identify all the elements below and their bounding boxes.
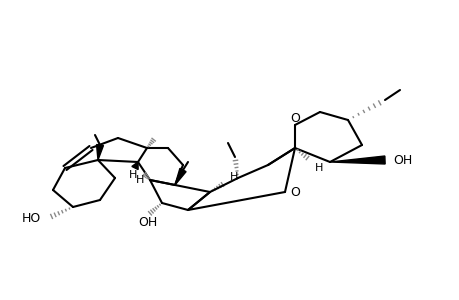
Text: HO: HO bbox=[22, 212, 41, 224]
Polygon shape bbox=[96, 145, 103, 160]
Polygon shape bbox=[329, 156, 384, 164]
Text: OH: OH bbox=[392, 154, 411, 166]
Text: H: H bbox=[314, 163, 323, 173]
Polygon shape bbox=[174, 168, 186, 185]
Text: H: H bbox=[129, 170, 137, 180]
Text: H: H bbox=[135, 175, 144, 185]
Text: O: O bbox=[290, 112, 299, 124]
Text: OH: OH bbox=[138, 217, 157, 230]
Text: O: O bbox=[289, 185, 299, 199]
Text: H: H bbox=[230, 172, 238, 182]
Polygon shape bbox=[132, 162, 138, 169]
